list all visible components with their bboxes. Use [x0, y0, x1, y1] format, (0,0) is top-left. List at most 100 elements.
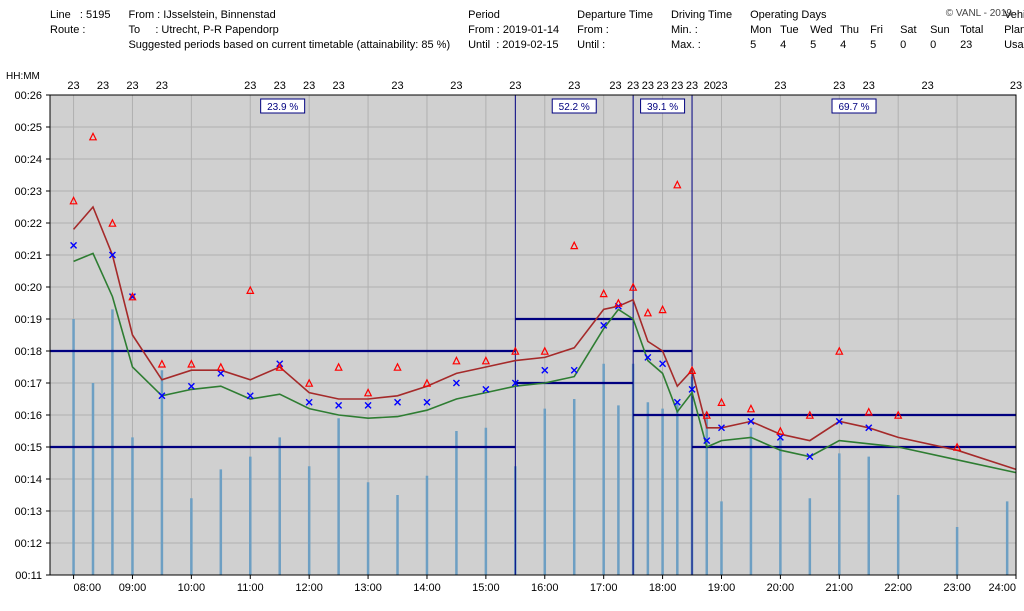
- top-count-label: 23: [922, 80, 934, 92]
- x-tick-label: 19:00: [708, 582, 736, 594]
- period-percent-label: 52.2 %: [559, 102, 590, 113]
- col-driving: Driving Time Min.: Max.:: [671, 8, 732, 53]
- line-value: 5195: [86, 8, 110, 23]
- x-tick-label: 20:00: [767, 582, 795, 594]
- suggested-line: Suggested periods based on current timet…: [128, 38, 450, 53]
- drive-min-label: Min.: [671, 23, 692, 38]
- top-count-label: 23: [609, 80, 621, 92]
- x-tick-label: 24:00: [988, 582, 1016, 594]
- y-tick-label: 00:23: [14, 186, 42, 198]
- top-count-label: 23: [1010, 80, 1022, 92]
- day-value: 0: [900, 38, 926, 53]
- day-name: Fri: [870, 23, 896, 38]
- day-value: 5: [870, 38, 896, 53]
- top-count-label: 23: [332, 80, 344, 92]
- header-block: Line :5195 Route: From:IJsselstein, Binn…: [0, 0, 1024, 57]
- col-fromto: From:IJsselstein, Binnenstad To :Utrecht…: [128, 8, 450, 53]
- y-tick-label: 00:19: [14, 314, 42, 326]
- top-count-label: 23: [244, 80, 256, 92]
- day-value: 0: [930, 38, 956, 53]
- top-count-label: 23: [450, 80, 462, 92]
- top-count-label: 23: [715, 80, 727, 92]
- drive-max-label: Max.: [671, 38, 695, 53]
- top-count-label: 20: [704, 80, 716, 92]
- top-count-label: 23: [642, 80, 654, 92]
- dep-label: Departure Time: [577, 8, 653, 23]
- y-tick-label: 00:14: [14, 474, 42, 486]
- x-tick-label: 11:00: [237, 582, 264, 594]
- day-value: 5: [810, 38, 836, 53]
- y-tick-label: 00:13: [14, 506, 42, 518]
- period-percent-label: 69.7 %: [838, 102, 869, 113]
- top-count-label: 23: [391, 80, 403, 92]
- planned-label: Planned: [1004, 23, 1024, 38]
- x-tick-label: 23:00: [943, 582, 971, 594]
- y-tick-label: 00:16: [14, 410, 42, 422]
- x-tick-label: 16:00: [531, 582, 559, 594]
- top-count-label: 23: [126, 80, 138, 92]
- y-tick-label: 00:26: [14, 90, 42, 102]
- top-count-label: 23: [656, 80, 668, 92]
- period-from-label: From: [468, 23, 494, 38]
- days-label: Operating Days: [750, 8, 826, 23]
- y-tick-label: 00:21: [14, 250, 42, 262]
- period-label: Period: [468, 8, 500, 23]
- day-name: Sun: [930, 23, 956, 38]
- col-period: Period From:2019-01-14 Until :2019-02-15: [468, 8, 559, 53]
- col-departure: Departure Time From: Until:: [577, 8, 653, 53]
- day-value: 5: [750, 38, 776, 53]
- x-tick-label: 17:00: [590, 582, 618, 594]
- line-label: Line: [50, 8, 71, 23]
- x-tick-label: 08:00: [74, 582, 102, 594]
- y-tick-label: 00:18: [14, 346, 42, 358]
- top-count-label: 23: [67, 80, 79, 92]
- y-tick-label: 00:25: [14, 122, 42, 134]
- dep-from-label: From: [577, 23, 603, 38]
- top-count-label: 23: [568, 80, 580, 92]
- period-percent-label: 23.9 %: [267, 102, 298, 113]
- from-label: From: [128, 8, 154, 23]
- x-tick-label: 12:00: [295, 582, 323, 594]
- top-count-label: 23: [686, 80, 698, 92]
- top-count-label: 23: [303, 80, 315, 92]
- x-tick-label: 10:00: [178, 582, 206, 594]
- day-value: 23: [960, 38, 986, 53]
- col-line: Line :5195 Route:: [50, 8, 110, 38]
- top-count-label: 23: [97, 80, 109, 92]
- top-count-label: 23: [671, 80, 683, 92]
- from-value: IJsselstein, Binnenstad: [163, 8, 276, 23]
- day-name: Tue: [780, 23, 806, 38]
- plot-background: [50, 95, 1016, 575]
- day-name: Thu: [840, 23, 866, 38]
- day-name: Wed: [810, 23, 836, 38]
- to-label: To: [128, 23, 140, 38]
- x-tick-label: 09:00: [119, 582, 147, 594]
- dep-until-label: Until: [577, 38, 599, 53]
- y-tick-label: 00:11: [15, 570, 42, 582]
- top-count-label: 23: [627, 80, 639, 92]
- day-name: Mon: [750, 23, 776, 38]
- x-tick-label: 13:00: [354, 582, 382, 594]
- top-count-label: 23: [509, 80, 521, 92]
- copyright-label: © VANL - 2019: [946, 8, 1012, 19]
- days-values-row: 545450023: [750, 38, 986, 53]
- y-tick-label: 00:15: [14, 442, 42, 454]
- top-count-label: 23: [863, 80, 875, 92]
- y-axis-title: HH:MM: [6, 71, 40, 82]
- day-name: Sat: [900, 23, 926, 38]
- period-until-label: Until: [468, 38, 490, 53]
- x-tick-label: 21:00: [826, 582, 854, 594]
- y-tick-label: 00:22: [14, 218, 42, 230]
- top-count-label: 23: [774, 80, 786, 92]
- x-tick-label: 18:00: [649, 582, 677, 594]
- top-count-label: 23: [274, 80, 286, 92]
- period-until-value: 2019-02-15: [502, 38, 558, 53]
- top-count-label: 23: [833, 80, 845, 92]
- driving-time-chart: 00:1100:1200:1300:1400:1500:1600:1700:18…: [0, 57, 1024, 602]
- drive-label: Driving Time: [671, 8, 732, 23]
- to-value: Utrecht, P-R Papendorp: [161, 23, 278, 38]
- x-tick-label: 14:00: [413, 582, 441, 594]
- route-label: Route: [50, 23, 79, 38]
- usable-label: Usable: [1004, 38, 1024, 53]
- y-tick-label: 00:17: [14, 378, 42, 390]
